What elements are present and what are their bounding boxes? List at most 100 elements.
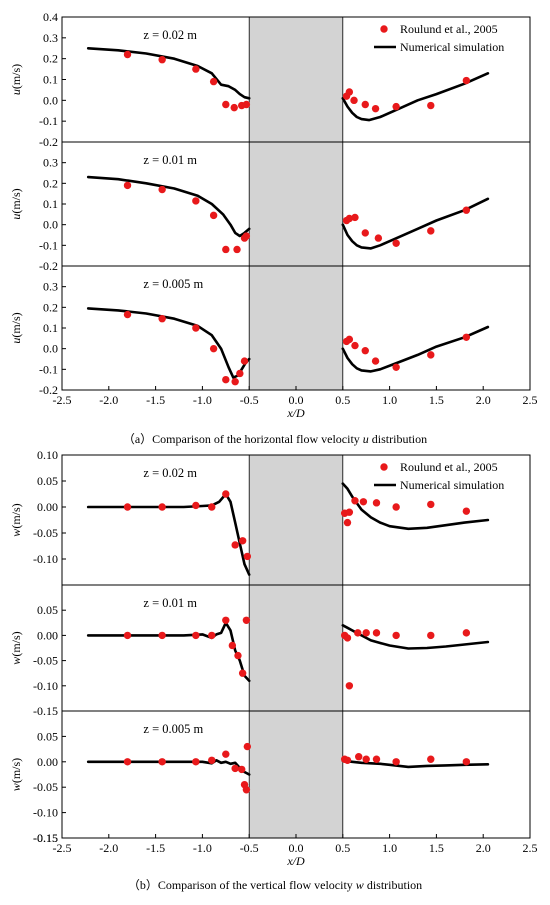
y-tick-label: 0.2 (43, 52, 58, 66)
experiment-point (242, 232, 251, 240)
x-tick-label: 0.5 (335, 393, 350, 407)
simulation-line (86, 621, 251, 683)
experiment-point (243, 742, 252, 751)
experiment-point (209, 211, 218, 220)
experiment-point (242, 616, 251, 624)
x-tick-label: 0.0 (289, 841, 304, 855)
simulation-line (86, 492, 251, 576)
x-tick-label: -1.0 (193, 841, 212, 855)
experiment-point (242, 100, 251, 109)
experiment-point (371, 357, 380, 365)
experiment-point (392, 503, 400, 511)
y-axis-var: w (9, 529, 23, 537)
y-tick-label: -0.15 (33, 831, 58, 845)
caption-variable: u (363, 432, 369, 446)
y-axis-unit: (m/s) (9, 188, 23, 213)
experiment-point (362, 629, 370, 637)
experiment-point (123, 503, 132, 511)
x-tick-label: -2.5 (53, 841, 72, 855)
simulation-line (341, 482, 490, 531)
y-tick-label: -0.15 (33, 831, 58, 845)
experiment-point (392, 363, 400, 371)
y-tick-label: 0.0 (43, 93, 58, 107)
experiment-point (361, 347, 369, 355)
y-axis-var: w (9, 783, 23, 791)
experiment-point (427, 755, 435, 763)
experiment-point (427, 351, 435, 359)
experiment-point (355, 753, 363, 761)
legend-marker (380, 25, 388, 33)
panel-label: z = 0.005 m (143, 277, 203, 291)
experiment-point (234, 651, 242, 660)
y-tick-label: 0.4 (43, 10, 58, 24)
y-tick-label: -0.2 (39, 135, 58, 149)
y-axis-unit: (m/s) (9, 631, 23, 656)
experiment-point (372, 629, 381, 637)
experiment-point (222, 750, 230, 758)
y-tick-label: 0.3 (43, 156, 58, 170)
panel-label: z = 0.01 m (143, 596, 197, 610)
experiment-point (192, 197, 200, 205)
x-tick-label: 2.5 (523, 841, 538, 855)
experiment-point (192, 631, 200, 640)
experiment-point (158, 56, 166, 64)
simulation-line (86, 307, 251, 379)
experiment-point (208, 631, 216, 640)
y-tick-label: 0.3 (43, 280, 58, 294)
y-axis-label: u(m/s) (9, 64, 23, 95)
experiment-point (158, 631, 166, 640)
legend-label-experiment: Roulund et al., 2005 (400, 460, 498, 474)
caption-text: （a）Comparison of the horizontal flow vel… (123, 432, 363, 446)
simulation-line (341, 72, 490, 122)
experiment-point (222, 616, 230, 624)
y-tick-label: 0.0 (43, 218, 58, 232)
y-tick-label: 0.05 (37, 603, 58, 617)
experiment-point (192, 758, 200, 766)
x-tick-label: -1.5 (146, 841, 165, 855)
x-tick-label: 1.0 (382, 841, 397, 855)
y-axis-unit: (m/s) (9, 64, 23, 89)
simulation-line (341, 197, 490, 250)
experiment-point (222, 100, 230, 109)
experiment-point (208, 756, 216, 764)
pier-region (248, 16, 344, 143)
experiment-point (359, 498, 368, 506)
chart-panel-5: -0.15 -0.10 -0.05 0.00 0.05 w(m/s) z = 0.01 m (9, 584, 531, 718)
x-tick-label: -2.0 (99, 393, 118, 407)
experiment-point (462, 758, 471, 766)
experiment-point (240, 357, 249, 365)
pier-region (248, 710, 344, 839)
experiment-point (462, 629, 471, 637)
x-tick-label: -0.5 (240, 393, 259, 407)
experiment-point (462, 206, 471, 214)
caption-text: distribution (364, 878, 422, 892)
y-tick-label: -0.15 (33, 704, 58, 718)
pier-region (248, 141, 344, 267)
x-tick-label: 1.0 (382, 393, 397, 407)
y-axis-unit: (m/s) (9, 758, 23, 783)
experiment-point (233, 245, 241, 254)
y-tick-label: -0.2 (39, 259, 58, 273)
y-axis-var: u (9, 214, 23, 220)
experiment-point (427, 227, 435, 235)
experiment-point (361, 229, 369, 237)
experiment-point (372, 499, 381, 507)
simulation-line (86, 47, 251, 100)
y-tick-label: -0.10 (33, 806, 58, 820)
experiment-point (374, 234, 383, 242)
experiment-point (243, 552, 252, 561)
experiment-point (427, 500, 435, 509)
experiment-point (350, 96, 358, 105)
pier-region (248, 584, 344, 712)
simulation-line (341, 759, 490, 769)
experiment-point (343, 756, 352, 764)
experiment-point (462, 76, 471, 85)
y-tick-label: 0.00 (37, 500, 58, 514)
y-tick-label: 0.1 (43, 321, 58, 335)
experiment-point (222, 245, 230, 254)
x-tick-label: 1.5 (429, 841, 444, 855)
y-tick-label: -0.05 (33, 526, 58, 540)
simulation-line (86, 175, 251, 238)
y-tick-label: 0.2 (43, 300, 58, 314)
